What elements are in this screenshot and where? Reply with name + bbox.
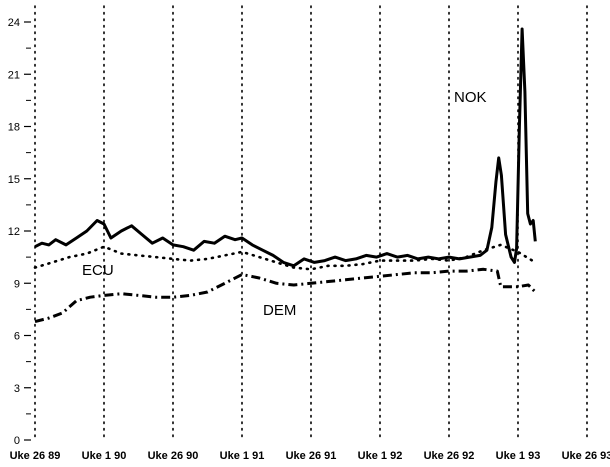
y-tick-label-24: 24 bbox=[8, 17, 20, 29]
series-line-ecu bbox=[33, 243, 537, 271]
y-tick-label-12: 12 bbox=[8, 226, 20, 238]
y-tick-label-18: 18 bbox=[8, 122, 20, 134]
x-tick-label-5: Uke 1 92 bbox=[358, 450, 403, 462]
x-tick-label-1: Uke 1 90 bbox=[82, 450, 127, 462]
x-tick-label-8: Uke 26 93 bbox=[562, 450, 610, 462]
series-labels: NOK ECU DEM bbox=[82, 89, 487, 319]
y-tick-label-3: 3 bbox=[14, 383, 20, 395]
y-tick-label-0: 0 bbox=[14, 435, 20, 447]
x-tick-label-6: Uke 26 92 bbox=[424, 450, 475, 462]
x-tick-label-3: Uke 1 91 bbox=[220, 450, 265, 462]
series-label-ecu: ECU bbox=[82, 262, 114, 279]
y-tick-label-15: 15 bbox=[8, 174, 20, 186]
y-axis: 0 3 6 9 12 15 18 21 24 bbox=[8, 5, 36, 447]
series-label-dem: DEM bbox=[263, 302, 296, 319]
y-tick-label-21: 21 bbox=[8, 69, 20, 81]
x-axis-tick-labels: Uke 26 89 Uke 1 90 Uke 26 90 Uke 1 91 Uke 26… bbox=[10, 450, 610, 462]
series-line-nok bbox=[34, 27, 537, 268]
series-label-nok: NOK bbox=[454, 89, 487, 106]
series-line-dem bbox=[34, 267, 537, 324]
x-tick-label-4: Uke 26 91 bbox=[286, 450, 337, 462]
series-lines bbox=[33, 27, 537, 324]
x-tick-label-2: Uke 26 90 bbox=[148, 450, 199, 462]
y-tick-label-9: 9 bbox=[14, 278, 20, 290]
y-tick-label-6: 6 bbox=[14, 331, 20, 343]
vertical-gridlines bbox=[103, 5, 588, 441]
x-tick-label-0: Uke 26 89 bbox=[10, 450, 61, 462]
x-tick-label-7: Uke 1 93 bbox=[496, 450, 541, 462]
